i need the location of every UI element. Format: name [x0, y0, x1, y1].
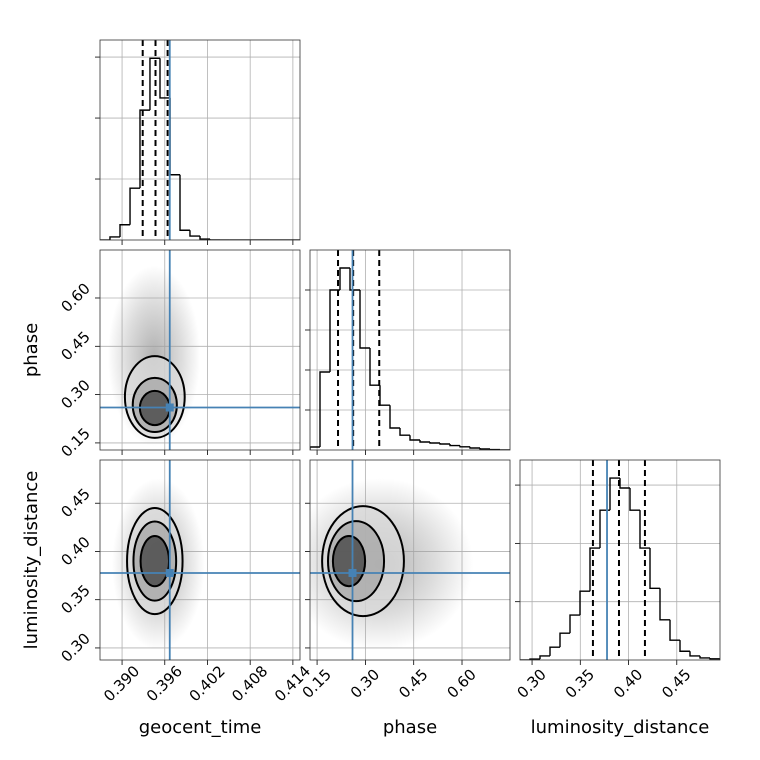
panel — [305, 249, 511, 455]
x-tick-label: 0.390 — [100, 662, 143, 705]
hist-step — [589, 547, 600, 592]
hist-step — [119, 224, 131, 237]
hist-step — [579, 590, 591, 616]
panel-content — [310, 460, 510, 660]
x-axis-label: luminosity_distance — [531, 717, 710, 738]
hist-step — [379, 385, 390, 406]
hist-step — [549, 646, 560, 656]
panel-content — [100, 460, 300, 660]
x-tick-label: 0.45 — [395, 665, 431, 701]
y-axis-label: luminosity_distance — [21, 471, 42, 650]
hist-step — [689, 651, 700, 657]
hist-step — [479, 448, 490, 450]
panel-content — [100, 40, 300, 240]
x-tick-label: 0.30 — [514, 665, 550, 701]
hist-step — [449, 444, 460, 447]
truth-marker — [165, 403, 174, 412]
y-tick-label: 0.30 — [57, 629, 93, 665]
panel-frame — [99, 249, 301, 451]
hist-step — [669, 619, 680, 641]
hist-step — [319, 371, 330, 447]
hist-step — [189, 230, 200, 237]
x-tick-label: 0.30 — [347, 665, 383, 701]
contour — [139, 535, 171, 588]
hist-step — [609, 477, 620, 511]
x-tick-label: 0.45 — [658, 665, 694, 701]
hist-step — [149, 57, 160, 111]
hist-step — [369, 348, 380, 386]
x-tick-label: 0.40 — [610, 665, 646, 701]
x-tick-label: 0.60 — [443, 665, 479, 701]
hist-step — [619, 478, 631, 489]
hist-step — [329, 289, 340, 372]
panel-content — [100, 250, 300, 450]
truth-marker — [348, 568, 357, 577]
y-axis-label: phase — [21, 323, 42, 377]
x-axis-label: phase — [383, 717, 437, 738]
contour — [331, 535, 367, 588]
y-tick-label: 0.30 — [57, 376, 93, 412]
y-tick-label: 0.35 — [57, 581, 93, 617]
panel-frame — [99, 39, 301, 241]
panel-frame — [309, 249, 511, 451]
x-tick-label: 0.402 — [186, 662, 229, 705]
hist-step — [199, 236, 211, 240]
panel: 0.15 0.30 0.45 0.60 phase — [21, 249, 301, 461]
hist-step — [139, 109, 150, 189]
hist-step — [419, 440, 430, 443]
y-tick-label: 0.45 — [57, 328, 93, 364]
hist-step — [399, 428, 410, 436]
x-tick-label: 0.35 — [562, 665, 598, 701]
hist-step — [469, 446, 480, 449]
hist-step — [169, 97, 180, 176]
hist-step — [109, 236, 120, 240]
hist-step — [459, 445, 470, 448]
hist-step — [599, 509, 611, 549]
hist-step — [659, 588, 671, 621]
x-tick-label: 0.408 — [228, 662, 271, 705]
panel-content — [310, 250, 510, 450]
hist-step — [639, 510, 651, 549]
hist-step — [699, 655, 711, 659]
hist-step — [129, 187, 140, 225]
hist-step — [439, 443, 450, 445]
hist-step — [349, 268, 360, 291]
y-tick-label: 0.60 — [57, 279, 93, 315]
hist-step — [709, 657, 720, 660]
y-tick-label: 0.45 — [57, 485, 93, 521]
panel — [95, 39, 301, 245]
panel: 0.390 0.396 0.402 0.408 0.4140.300.350.400.4… — [21, 459, 314, 738]
hist-step — [209, 239, 220, 240]
hist-step — [409, 435, 420, 441]
hist-step — [389, 405, 400, 429]
panel-content — [520, 460, 720, 660]
panel: 0.30 0.35 0.40 0.45 luminosity_distance — [514, 459, 721, 738]
hist-step — [359, 290, 370, 349]
hist-step — [539, 655, 551, 660]
y-tick-label: 0.15 — [57, 424, 93, 460]
hist-step — [679, 640, 691, 652]
hist-step — [559, 632, 571, 648]
panel-frame — [99, 459, 301, 661]
y-tick-label: 0.40 — [57, 533, 93, 569]
hist-step — [649, 548, 660, 589]
panel-frame — [309, 459, 511, 661]
hist-step — [339, 267, 350, 290]
hist-step — [629, 487, 640, 511]
truth-marker — [165, 568, 174, 577]
hist-step — [179, 174, 190, 231]
x-axis-label: geocent_time — [139, 717, 262, 738]
hist-step — [310, 446, 320, 450]
hist-step — [429, 442, 440, 444]
hist-step — [489, 448, 500, 450]
hist-step — [159, 58, 171, 99]
hist-step — [569, 614, 580, 634]
panel-frame — [519, 459, 721, 661]
x-tick-label: 0.396 — [143, 662, 186, 705]
